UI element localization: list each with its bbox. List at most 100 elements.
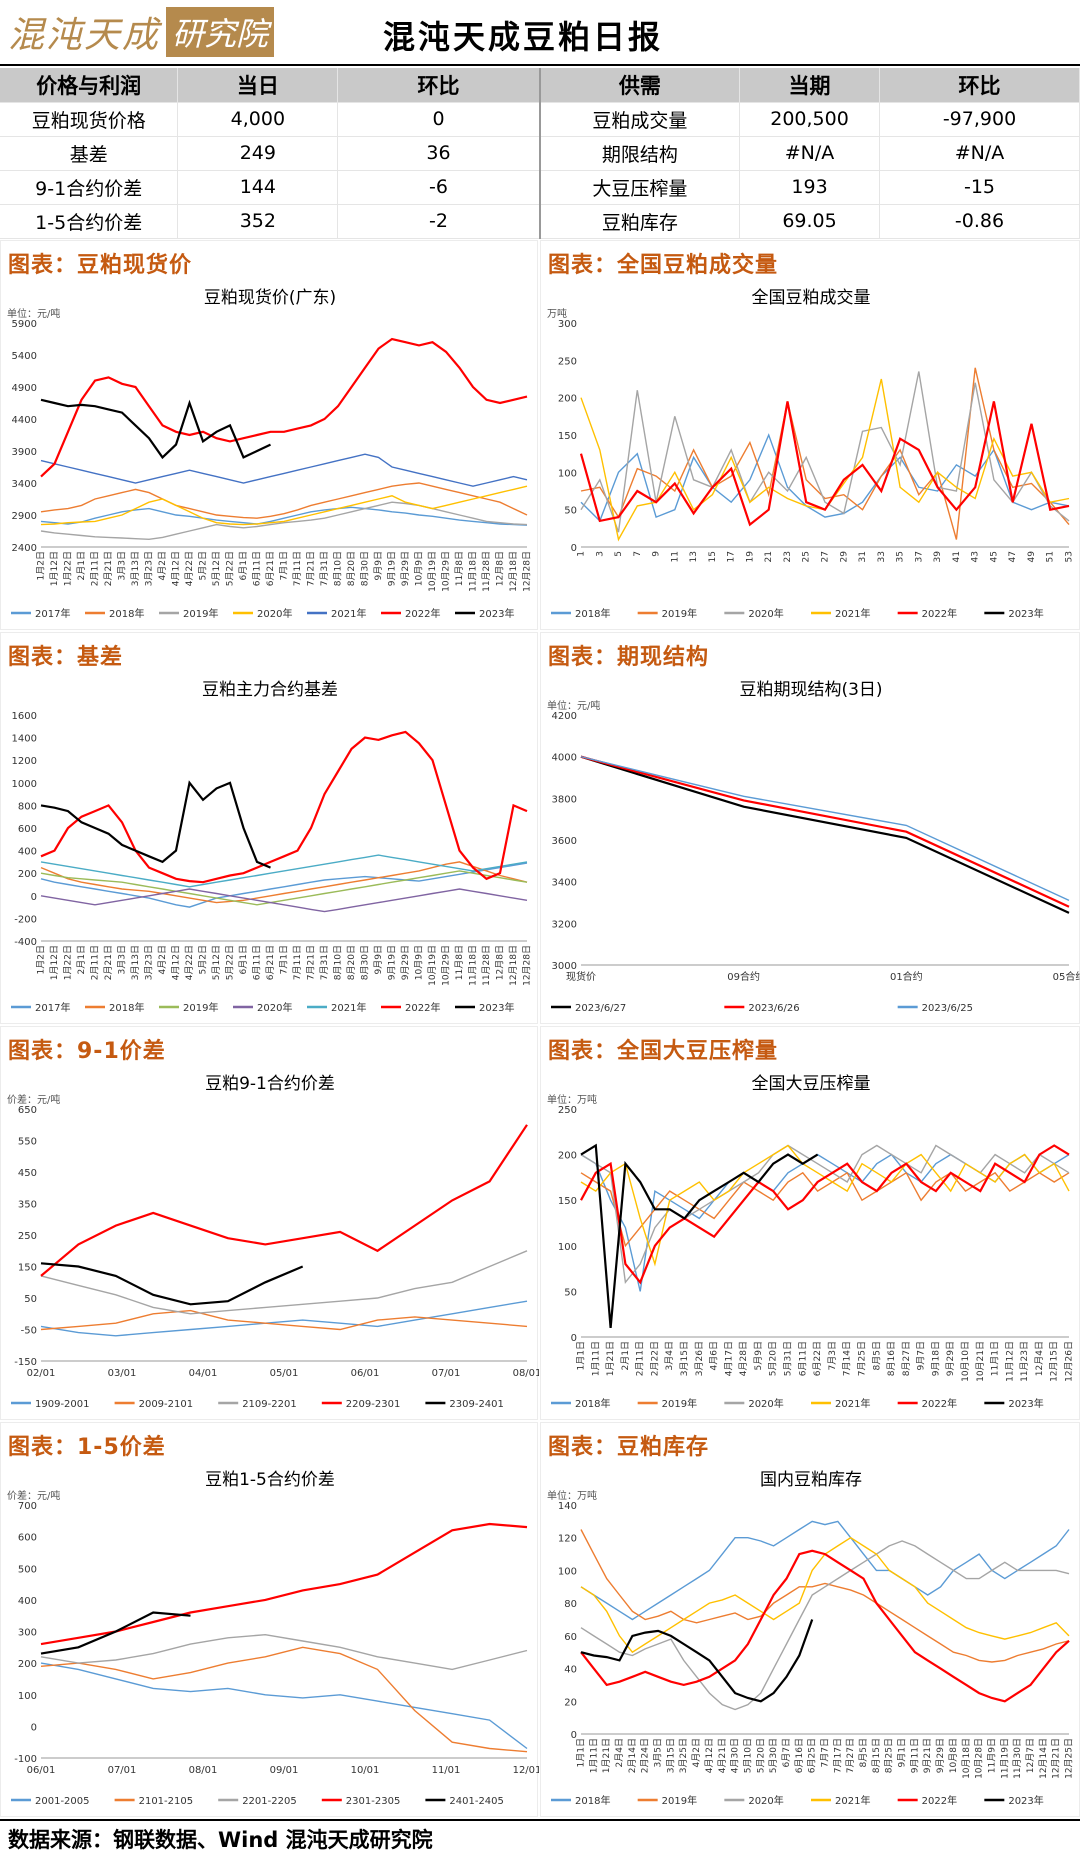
x-tick-label: 17 <box>727 551 737 562</box>
y-tick-label: 200 <box>558 394 577 405</box>
x-tick-label: 8月15日 <box>871 1738 882 1773</box>
y-tick-label: 3400 <box>12 479 37 490</box>
y-tick-label: 150 <box>558 431 577 442</box>
table-cell: #N/A <box>739 136 881 171</box>
x-tick-label: 27 <box>821 551 831 562</box>
summary-table: 价格与利润 当日 环比 供需 当期 环比 豆粕现货价格 4,000 0 豆粕成交… <box>0 68 1080 239</box>
logo-text: 混沌天成 <box>8 15 161 56</box>
y-tick-label: 3000 <box>552 961 577 972</box>
y-tick-label: 0 <box>571 1333 577 1344</box>
x-tick-label: 11月12日 <box>1004 1341 1015 1382</box>
table-row: 1-5合约价差 352 -2 豆粕库存 69.05 -0.86 <box>0 204 1080 239</box>
x-tick-label: 07/01 <box>108 1765 137 1776</box>
legend-label: 2023年 <box>1008 1794 1043 1807</box>
y-tick-label: 4400 <box>12 415 37 426</box>
legend-label: 2021年 <box>331 1001 366 1014</box>
x-tick-label: 5月12日 <box>211 945 222 980</box>
y-tick-label: 0 <box>571 543 577 554</box>
series-line-2019年 <box>40 870 528 906</box>
series-line-2020年 <box>580 371 1070 533</box>
legend-label: 2022年 <box>922 1397 957 1410</box>
legend-label: 2020年 <box>748 1794 783 1807</box>
y-tick-label: 1400 <box>12 734 37 745</box>
series-line-2101-2105 <box>40 1646 528 1753</box>
x-tick-label: 1月2日 <box>36 551 47 580</box>
series-line-2023/6/25 <box>580 756 1070 902</box>
legend-label: 2209-2301 <box>346 1399 401 1410</box>
series-line-2018年 <box>40 861 528 904</box>
x-tick-label: 4月2日 <box>691 1738 702 1767</box>
y-tick-label: 3900 <box>12 447 37 458</box>
header-cell: 当日 <box>177 68 339 103</box>
series-line-2020年 <box>40 485 528 526</box>
x-tick-label: 11月8日 <box>454 945 465 980</box>
series-line-2018年 <box>40 482 528 519</box>
table-cell: 大豆压榨量 <box>539 170 741 205</box>
legend-label: 2018年 <box>575 1397 610 1410</box>
x-tick-label: 2月21日 <box>103 551 114 586</box>
x-tick-label: 4月12日 <box>704 1738 715 1773</box>
series-line-2023年 <box>580 1619 814 1703</box>
series-line-2023/6/27 <box>580 755 1070 914</box>
x-tick-label: 3 <box>595 551 605 557</box>
x-tick-label: 3月15日 <box>679 1341 690 1376</box>
panel-title: 图表：期现结构 <box>548 645 710 670</box>
y-tick-label: 600 <box>18 1533 37 1544</box>
x-tick-label: 4月22日 <box>184 945 195 980</box>
y-tick-label: 50 <box>564 1287 577 1298</box>
panel-title: 图表：9-1价差 <box>8 1039 166 1064</box>
x-tick-label: 11月28日 <box>481 551 492 592</box>
legend-label: 2023/6/25 <box>922 1003 973 1014</box>
legend-label: 2018年 <box>109 1001 144 1014</box>
chart-title: 豆粕现货价(广东) <box>204 288 336 308</box>
table-cell: 249 <box>177 136 339 171</box>
y-tick-label: 250 <box>18 1231 37 1242</box>
structure-chart: 豆粕期现结构(3日) 单位：元/吨 3000 3200 3400 3600 3800 4000… <box>547 680 1080 1014</box>
y-tick-label: 100 <box>558 1566 577 1577</box>
y-tick-label: 3200 <box>552 919 577 930</box>
panel-basis: 图表：基差 豆粕主力合约基差 -400 -200 0 200 400 600 800 1000 1… <box>0 632 538 1024</box>
table-row: 基差 249 36 期限结构 #N/A #N/A <box>0 136 1080 171</box>
header-cell: 当期 <box>739 68 881 103</box>
x-tick-label: 9月7日 <box>916 1341 927 1370</box>
x-tick-label: 9月1日 <box>897 1738 908 1767</box>
x-tick-label: 7月17日 <box>832 1738 843 1773</box>
table-cell: #N/A <box>879 136 1080 171</box>
x-tick-label: 6月7日 <box>781 1738 792 1767</box>
x-tick-label: 5月22日 <box>225 945 236 980</box>
table-cell: 144 <box>177 170 339 205</box>
table-cell: -15 <box>879 170 1080 205</box>
x-tick-label: 09合约 <box>727 970 760 983</box>
x-tick-label: 9月18日 <box>930 1341 941 1376</box>
x-tick-label: 7月21日 <box>306 945 317 980</box>
legend-label: 2017年 <box>35 607 70 620</box>
table-cell: 36 <box>337 136 541 171</box>
y-tick-label: 300 <box>558 319 577 330</box>
x-tick-label: 2月22日 <box>649 1341 660 1376</box>
panel-spot-price: 图表：豆粕现货价 豆粕现货价(广东) 单位：元/吨 2400 2900 3400 3900… <box>0 240 538 630</box>
legend-label: 2023年 <box>1008 607 1043 620</box>
unit-label: 单位：元/吨 <box>7 307 60 320</box>
legend-label: 2017年 <box>35 1001 70 1014</box>
y-tick-label: 1600 <box>12 711 37 722</box>
table-row: 豆粕现货价格 4,000 0 豆粕成交量 200,500 -97,900 <box>0 102 1080 137</box>
x-tick-label: 2月11日 <box>635 1341 646 1376</box>
x-tick-label: 4月2日 <box>157 551 168 580</box>
x-tick-label: 6月25日 <box>807 1738 818 1773</box>
x-tick-label: 5月20日 <box>768 1341 779 1376</box>
x-tick-label: 08/01 <box>513 1368 539 1379</box>
x-tick-label: 21 <box>764 551 774 562</box>
y-tick-label: 0 <box>31 892 37 903</box>
x-tick-label: 2月1日 <box>620 1341 631 1370</box>
legend-label: 2023年 <box>1008 1397 1043 1410</box>
x-tick-label: 7月31日 <box>319 551 330 586</box>
x-tick-label: 53 <box>1065 551 1075 562</box>
x-tick-label: 13 <box>689 551 699 562</box>
y-tick-label: 150 <box>18 1263 37 1274</box>
x-tick-label: 10月21日 <box>975 1341 986 1382</box>
unit-label: 价差：元/吨 <box>7 1093 60 1106</box>
y-tick-label: 550 <box>18 1137 37 1148</box>
x-tick-label: 10月9日 <box>414 551 425 586</box>
x-tick-label: 19 <box>745 551 755 563</box>
